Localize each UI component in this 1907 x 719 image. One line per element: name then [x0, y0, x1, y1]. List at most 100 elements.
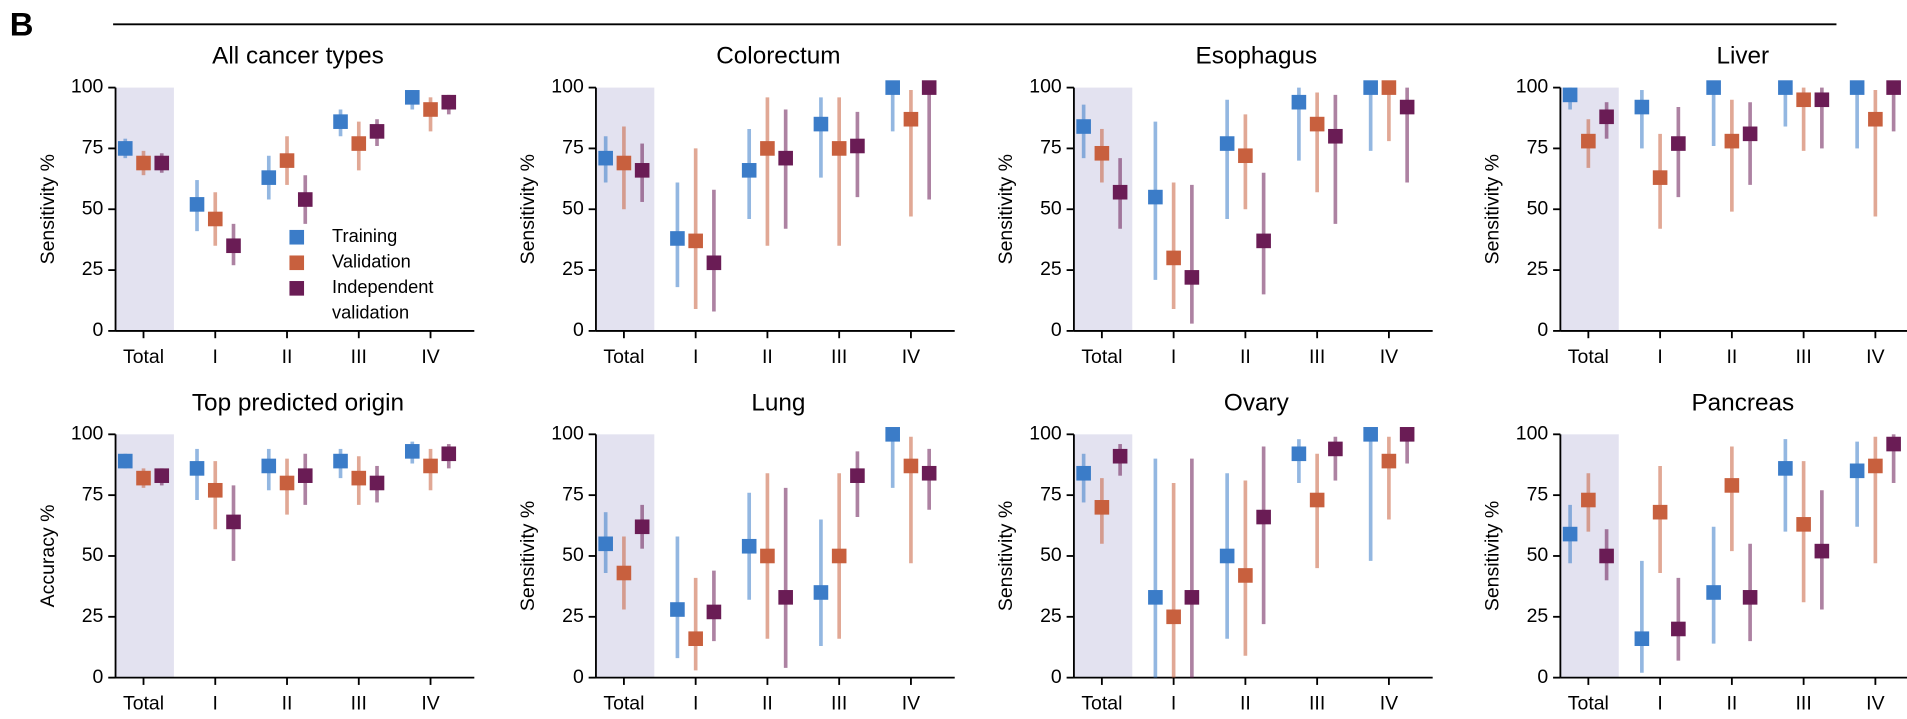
point — [903, 111, 919, 127]
point — [1076, 465, 1091, 481]
x-tick-label: Total — [123, 346, 164, 368]
y-axis-label: Sensitivity % — [517, 501, 539, 611]
point — [1652, 170, 1668, 185]
point — [1562, 87, 1578, 103]
legend-swatch — [289, 255, 305, 271]
point — [741, 538, 757, 554]
y-tick-label: 50 — [1040, 544, 1062, 566]
x-tick-label: IV — [1866, 346, 1884, 368]
y-tick-label: 25 — [1527, 258, 1549, 280]
point — [154, 468, 170, 483]
point — [1291, 94, 1307, 110]
point — [1291, 446, 1307, 462]
x-tick-label: III — [831, 346, 847, 368]
point — [1363, 427, 1378, 442]
point — [1076, 119, 1091, 134]
y-tick-label: 25 — [82, 605, 104, 627]
point — [885, 80, 900, 95]
chart-panel: All cancer types Sensitivity % 0 25 50 75 100 T… — [37, 43, 475, 368]
point — [706, 604, 722, 620]
point — [1238, 148, 1253, 164]
x-tick-label: Total — [1081, 693, 1122, 715]
point — [1381, 453, 1397, 469]
point — [404, 90, 420, 105]
y-tick-label: 50 — [562, 197, 584, 219]
point — [226, 514, 241, 530]
chart-title: All cancer types — [212, 43, 384, 70]
point — [1724, 133, 1740, 149]
point — [813, 585, 829, 600]
point — [850, 138, 865, 154]
point — [261, 170, 277, 185]
point — [297, 468, 313, 483]
point — [154, 155, 170, 171]
x-tick-label: II — [1726, 693, 1737, 715]
y-tick-label: 100 — [71, 422, 104, 444]
y-tick-label: 100 — [1516, 76, 1549, 98]
y-tick-label: 75 — [82, 137, 104, 159]
y-tick-label: 75 — [82, 483, 104, 505]
y-tick-label: 50 — [82, 197, 104, 219]
point — [189, 197, 205, 212]
panel-label: B — [10, 5, 34, 42]
point — [616, 155, 632, 171]
y-tick-label: 25 — [82, 258, 104, 280]
y-tick-label: 25 — [1527, 605, 1549, 627]
x-tick-label: III — [351, 346, 367, 368]
y-tick-label: 0 — [93, 666, 104, 688]
x-tick-label: I — [1171, 693, 1176, 715]
x-tick-label: II — [282, 346, 293, 368]
y-tick-label: 75 — [1040, 137, 1062, 159]
point — [1399, 99, 1415, 115]
legend-label: Training — [332, 226, 398, 247]
point — [1328, 128, 1343, 144]
chart-title: Colorectum — [716, 43, 840, 70]
point — [226, 238, 241, 254]
x-tick-label: III — [351, 693, 367, 715]
point — [921, 465, 937, 481]
point — [670, 231, 685, 246]
chart-title: Top predicted origin — [192, 389, 404, 416]
x-tick-label: I — [693, 693, 698, 715]
y-tick-label: 75 — [562, 137, 584, 159]
y-tick-label: 75 — [1527, 483, 1549, 505]
point — [1634, 99, 1650, 115]
x-tick-label: II — [762, 693, 773, 715]
x-tick-label: Total — [123, 693, 164, 715]
x-tick-label: IV — [902, 346, 920, 368]
legend-label: Validation — [332, 251, 411, 273]
chart-title: Pancreas — [1691, 389, 1794, 416]
y-axis-label: Sensitivity % — [1482, 154, 1504, 264]
point — [279, 153, 295, 168]
point — [1219, 548, 1235, 564]
point — [351, 136, 367, 151]
point — [741, 163, 757, 178]
y-tick-label: 100 — [1516, 422, 1549, 444]
point — [1309, 116, 1325, 132]
y-tick-label: 50 — [1040, 197, 1062, 219]
x-tick-label: IV — [1380, 346, 1398, 368]
point — [117, 141, 133, 156]
chart-title: Lung — [751, 389, 805, 416]
point — [903, 458, 919, 474]
chart-title: Ovary — [1224, 389, 1290, 416]
point — [207, 482, 223, 498]
point — [1112, 448, 1128, 464]
point — [1166, 609, 1181, 625]
y-tick-label: 100 — [551, 76, 584, 98]
x-tick-label: IV — [421, 693, 439, 715]
point — [369, 124, 385, 139]
point — [1796, 517, 1811, 532]
y-tick-label: 0 — [93, 319, 104, 341]
y-axis-label: Sensitivity % — [37, 154, 59, 264]
y-tick-label: 25 — [562, 605, 584, 627]
legend-swatch — [289, 229, 305, 245]
point — [760, 548, 775, 564]
point — [1706, 80, 1721, 95]
point — [921, 80, 937, 95]
x-tick-label: IV — [902, 693, 920, 715]
